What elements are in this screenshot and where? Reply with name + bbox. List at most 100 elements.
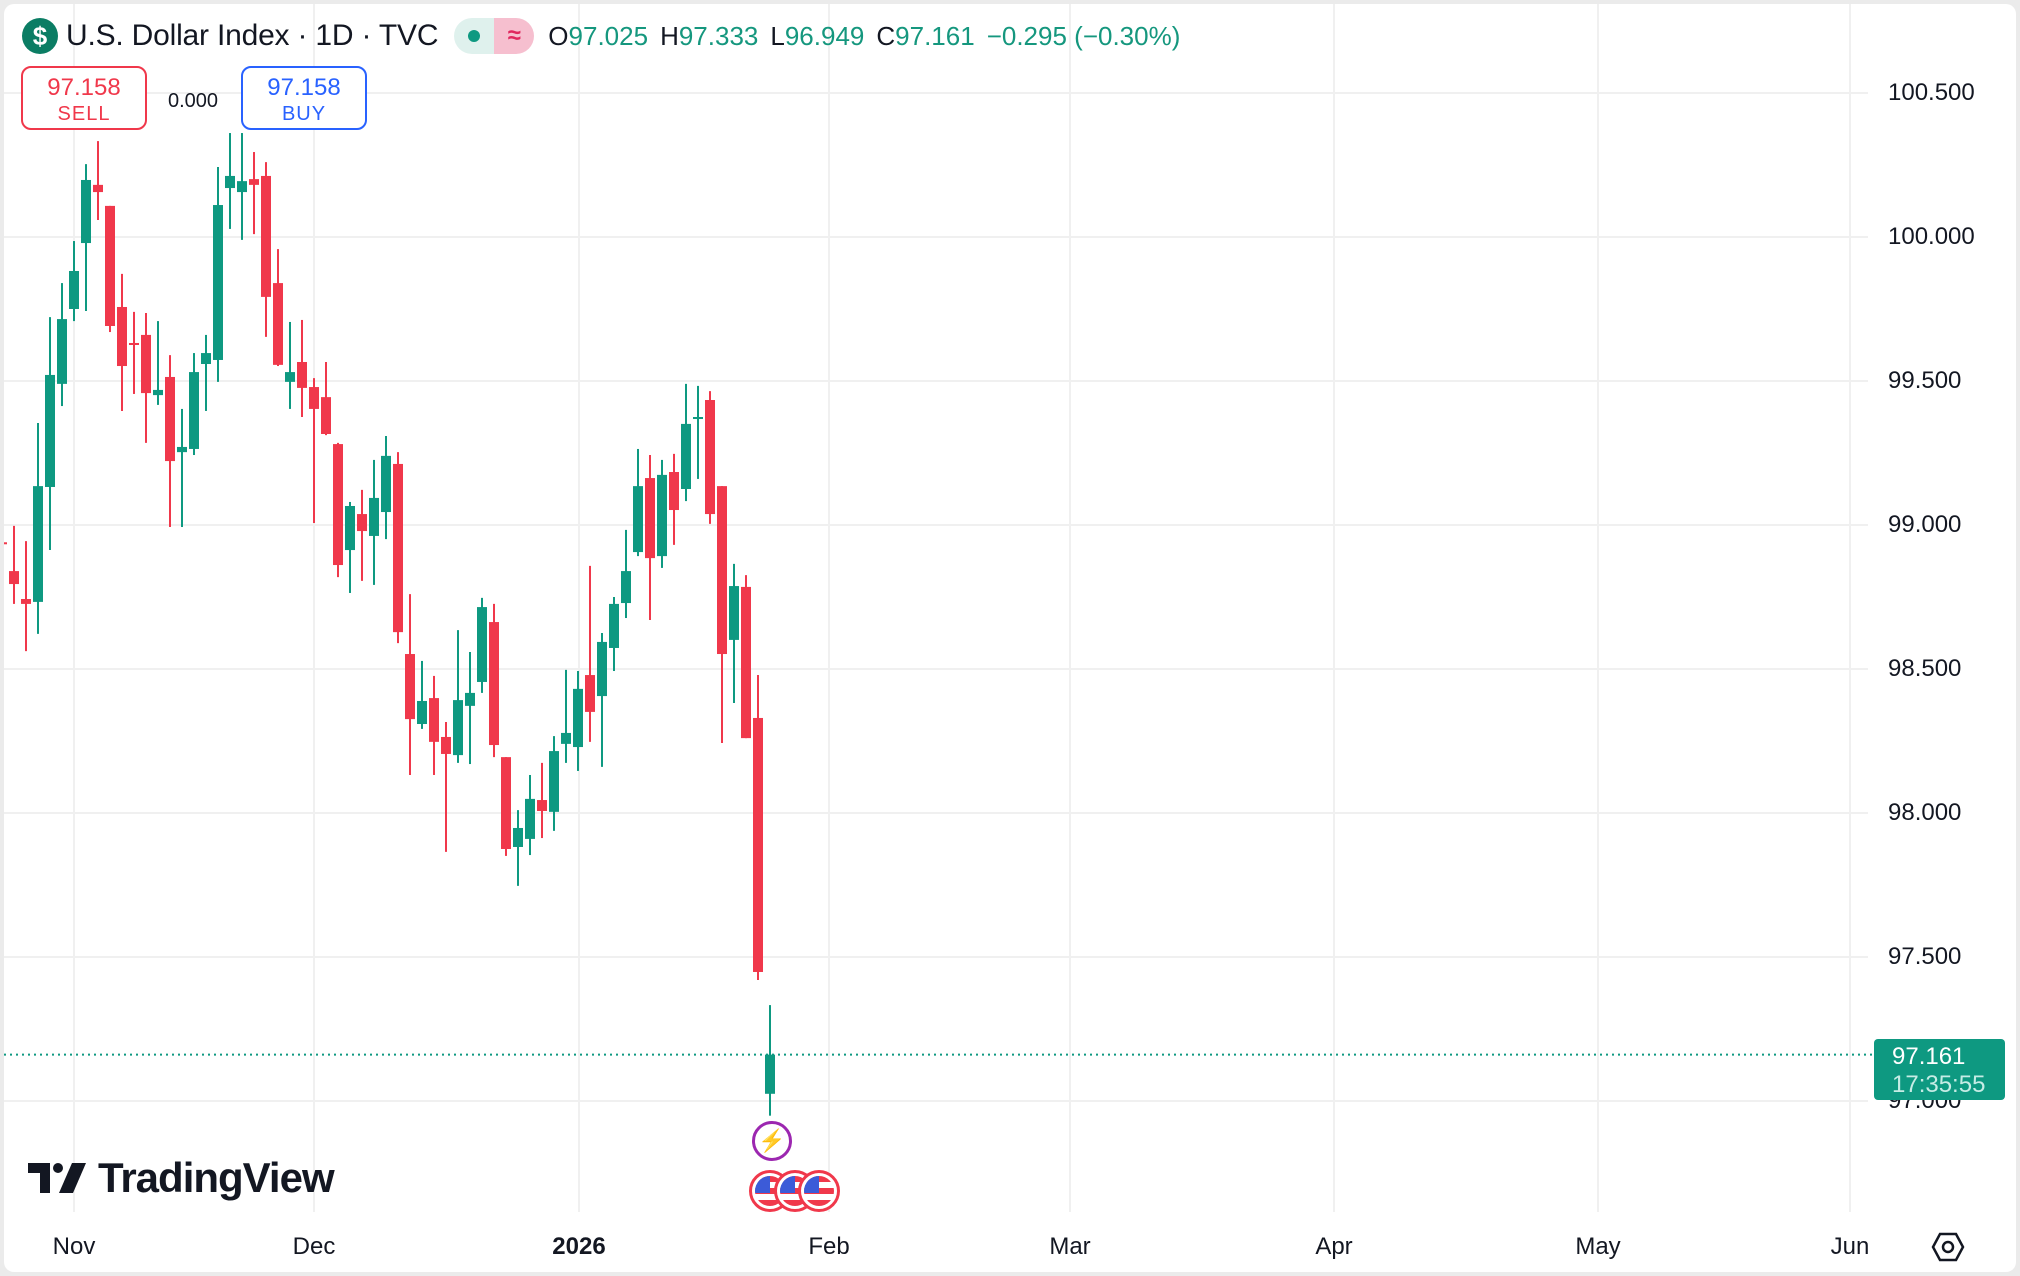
time-axis-label: Nov [52, 1233, 96, 1260]
candle-body [141, 334, 151, 394]
legend-header: $ U.S. Dollar Index · 1D · TVC ≈ O97.025… [22, 14, 1180, 58]
price-axis-label: 99.500 [1888, 367, 1962, 394]
candle-body [477, 607, 487, 682]
candlestick-chart[interactable] [4, 4, 2016, 1272]
candle-body [405, 654, 415, 720]
high-value: 97.333 [678, 20, 759, 51]
price-axis-label: 98.000 [1888, 799, 1962, 826]
candle-body [153, 389, 163, 396]
candle-body [45, 374, 55, 487]
high-label: H [660, 20, 679, 51]
candle-body [9, 571, 19, 585]
candle-body [165, 376, 175, 462]
candle-body [585, 675, 595, 712]
price-axis-label: 100.000 [1888, 223, 1975, 250]
time-axis-label: 2026 [552, 1233, 606, 1260]
candle-body [633, 486, 643, 553]
candle-body [69, 270, 79, 309]
candle-body [237, 181, 247, 193]
candle-body [177, 446, 187, 453]
candle-body [501, 757, 511, 849]
candle-body [765, 1054, 775, 1094]
time-axis-label: Apr [1315, 1233, 1353, 1260]
time-axis-label: May [1575, 1233, 1621, 1260]
candle-body [549, 751, 559, 812]
candle-body [321, 397, 331, 434]
symbol-title[interactable]: U.S. Dollar Index · 1D · TVC [66, 19, 439, 52]
sell-label: SELL [57, 103, 111, 125]
candle-body [129, 342, 139, 345]
candle-body [597, 641, 607, 697]
candle-body [657, 474, 667, 557]
market-open-dot-icon[interactable] [454, 18, 495, 54]
price-axis-label: 98.500 [1888, 655, 1962, 682]
candle-body [57, 319, 67, 384]
candle-body [381, 455, 391, 513]
time-axis-label: Mar [1049, 1233, 1091, 1260]
candle-body [645, 478, 655, 559]
candle-body [525, 798, 535, 839]
candle-body [4, 542, 7, 545]
candle-body [189, 372, 199, 449]
candle-body [357, 514, 367, 532]
candle-body [261, 175, 271, 297]
price-axis-label: 97.500 [1888, 943, 1962, 970]
candle-body [621, 571, 631, 604]
candle-body [105, 205, 115, 326]
candle-body [741, 586, 751, 739]
chart-container[interactable]: $ U.S. Dollar Index · 1D · TVC ≈ O97.025… [4, 4, 2016, 1272]
time-axis-label: Jun [1830, 1233, 1870, 1260]
candle-body [573, 688, 583, 748]
buy-button[interactable]: 97.158 BUY [241, 66, 367, 130]
candle-body [345, 505, 355, 551]
candle-body [249, 179, 259, 185]
open-label: O [548, 20, 569, 51]
candle-body [453, 700, 463, 756]
candle-body [609, 603, 619, 648]
tradingview-wordmark: TradingView [98, 1154, 335, 1201]
dollar-icon: $ [22, 18, 58, 54]
candle-body [705, 400, 715, 515]
settings-hexagon-icon[interactable] [1931, 1230, 1965, 1264]
us-flag-icon[interactable] [798, 1170, 840, 1212]
tradingview-logo[interactable]: TradingView [28, 1154, 335, 1202]
buy-label: BUY [281, 103, 327, 125]
candle-body [21, 599, 31, 604]
change-value: −0.295 (−0.30%) [986, 20, 1181, 51]
sell-button[interactable]: 97.158 SELL [21, 66, 147, 130]
bar-countdown: 17:35:55 [1892, 1071, 1986, 1098]
price-axis-label: 99.000 [1888, 511, 1962, 538]
candle-body [117, 306, 127, 367]
time-axis-label: Dec [292, 1233, 336, 1260]
candle-body [753, 717, 763, 972]
candle-body [225, 175, 235, 189]
candle-body [561, 732, 571, 744]
current-price: 97.161 [1892, 1043, 1966, 1070]
close-value: 97.161 [895, 20, 975, 51]
candle-body [417, 700, 427, 725]
candle-body [441, 736, 451, 754]
candle-body [429, 698, 439, 742]
approx-delayed-icon[interactable]: ≈ [494, 18, 535, 54]
buy-price: 97.158 [267, 74, 341, 101]
lightning-event-icon[interactable]: ⚡ [752, 1121, 792, 1161]
status-pill[interactable]: ≈ [454, 18, 535, 54]
ohlc-values: O97.025 H97.333 L96.949 C97.161 −0.295 (… [548, 21, 1180, 52]
candle-body [285, 372, 295, 382]
sell-price: 97.158 [47, 74, 121, 101]
candle-body [93, 184, 103, 193]
candle-body [369, 497, 379, 536]
candle-body [81, 179, 91, 244]
price-axis-label: 100.500 [1888, 79, 1975, 106]
candle-body [513, 827, 523, 847]
candle-body [393, 463, 403, 633]
candle-body [201, 353, 211, 365]
time-axis-label: Feb [808, 1233, 850, 1260]
current-price-badge: 97.161 17:35:55 [1874, 1039, 2005, 1100]
tradingview-logo-icon [28, 1163, 86, 1193]
candle-body [693, 417, 703, 420]
candle-body [681, 423, 691, 489]
candle-body [297, 361, 307, 388]
open-value: 97.025 [568, 20, 649, 51]
low-value: 96.949 [784, 20, 865, 51]
